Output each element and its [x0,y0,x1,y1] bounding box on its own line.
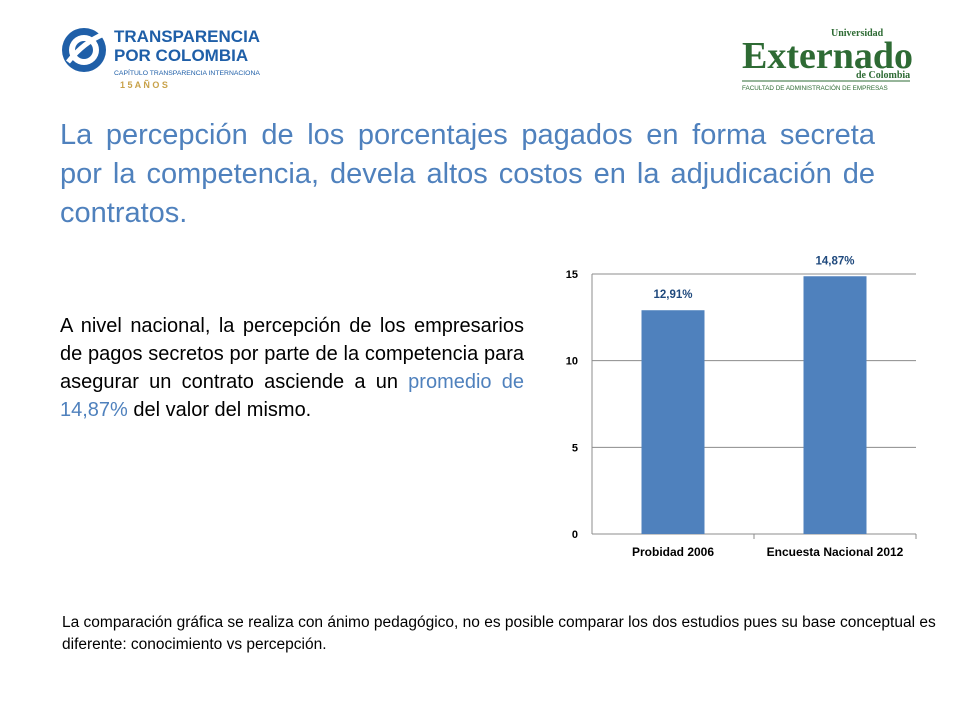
externado-sub: de Colombia [856,70,910,81]
footnote: La comparación gráfica se realiza con án… [62,614,936,653]
bar [803,276,867,534]
externado-logo: Universidad Externado de Colombia FACULT… [742,28,913,92]
y-tick-label: 5 [572,442,578,454]
transparencia-por-colombia-logo: TRANSPARENCIA POR COLOMBIA CAPÍTULO TRAN… [62,27,260,90]
x-tick-label: Encuesta Nacional 2012 [767,545,904,559]
tpc-line1: TRANSPARENCIA [114,27,260,46]
tpc-line2: POR COLOMBIA [114,46,248,65]
externado-big: Externado [742,35,913,77]
body-text-after: del valor del mismo. [127,399,312,421]
tpc-line4: 1 5 A Ñ O S [120,80,168,90]
data-label: 14,87% [815,255,854,267]
tpc-line3: CAPÍTULO TRANSPARENCIA INTERNACIONAL [114,68,260,77]
slide-title: La percepción de los porcentajes pagados… [60,119,875,229]
y-tick-label: 0 [572,529,578,541]
externado-small: Universidad [831,28,884,39]
body-paragraph: A nivel nacional, la percepción de los e… [60,312,524,424]
body-highlight: promedio de 14,87% [60,371,524,421]
x-tick-label: Probidad 2006 [632,545,714,559]
body-text-before: A nivel nacional, la percepción de los e… [60,315,524,393]
bar [641,310,705,534]
y-tick-label: 15 [566,269,578,281]
bar-chart: 0 5 10 15 12,91% Probidad 2006 14,87% Encuesta … [566,255,917,559]
externado-faculty: FACULTAD DE ADMINISTRACIÓN DE EMPRESAS [742,83,888,92]
y-tick-label: 10 [566,356,578,368]
data-label: 12,91% [653,289,692,301]
